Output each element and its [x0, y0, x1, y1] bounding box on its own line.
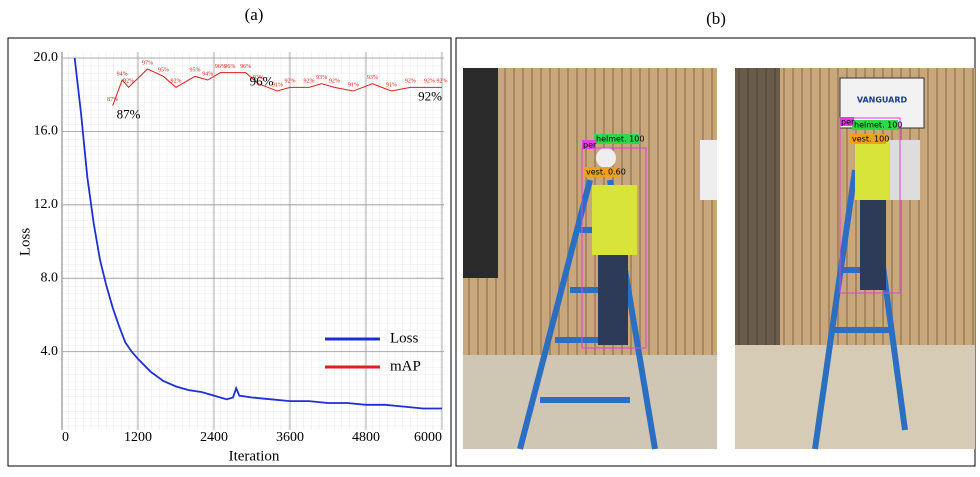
legend-label: Loss [390, 330, 419, 346]
label-bg [584, 167, 620, 177]
window [463, 68, 498, 278]
corner [735, 68, 780, 368]
data-label: 95% [158, 68, 169, 74]
data-label: 92% [424, 79, 435, 85]
person [592, 185, 637, 255]
series-line [112, 68, 442, 106]
x-tick-label: 2400 [200, 430, 228, 445]
data-label: 92% [405, 79, 416, 85]
x-tick-label: 0 [62, 430, 69, 445]
sign-text: VANGUARD [857, 96, 908, 105]
detection-label: helmet. 100 [596, 135, 644, 144]
label-bg [850, 134, 886, 144]
data-label: 92% [437, 79, 448, 85]
data-label: 94% [202, 71, 213, 77]
detection-label: vest. 100 [852, 135, 889, 144]
annotation: 92% [418, 88, 442, 103]
data-label: 93% [253, 75, 264, 81]
data-label: 87% [107, 97, 118, 103]
window [700, 140, 717, 200]
data-label: 95% [190, 68, 201, 74]
x-tick-label: 6000 [414, 430, 442, 445]
person [598, 255, 628, 345]
annotation: 96% [250, 74, 274, 89]
panel-frame [7, 37, 452, 467]
ladder [812, 169, 908, 450]
data-label: 97% [142, 60, 153, 66]
detection-label: vest. 0.60 [586, 168, 626, 177]
x-tick-label: 4800 [352, 430, 380, 445]
data-label: 93% [367, 75, 378, 81]
plot [61, 52, 444, 430]
data-label: 93% [316, 75, 327, 81]
photo: VANGUARD helmet. 100 per vest. 100 [735, 68, 975, 450]
label-bg [594, 134, 640, 144]
helmet [596, 148, 616, 168]
data-label: 96% [215, 64, 226, 70]
panel-label: (b) [706, 9, 726, 28]
panel-label: (a) [245, 5, 264, 24]
data-label: 92% [329, 79, 340, 85]
y-axis-label: Loss [17, 228, 33, 257]
data-label: 96% [240, 64, 251, 70]
person [855, 140, 890, 200]
data-label: 96% [224, 64, 235, 70]
label-bg [852, 120, 898, 130]
label-bg [582, 140, 596, 149]
photo: helmet. 100 per vest. 0.60 [463, 68, 717, 450]
floor [735, 345, 975, 449]
x-axis-label: Iteration [229, 448, 280, 464]
person [860, 200, 886, 290]
data-label: 92% [304, 79, 315, 85]
legend-label: mAP [390, 358, 421, 374]
minor-grid [62, 52, 444, 430]
x-tick-label: 3600 [276, 430, 304, 445]
y-tick-label: 12.0 [34, 197, 59, 212]
detection-box [839, 117, 901, 294]
data-label: 92% [285, 79, 296, 85]
data-label: 91% [386, 82, 397, 88]
detection-label: helmet. 100 [854, 121, 902, 130]
data-label: 92% [171, 79, 182, 85]
data-label: 94% [117, 71, 128, 77]
y-tick-label: 20.0 [34, 50, 59, 65]
y-tick-label: 8.0 [41, 270, 59, 285]
detection-box [581, 147, 647, 349]
data-label: 91% [272, 82, 283, 88]
data-label: 92% [123, 79, 134, 85]
detection-label: per [841, 118, 855, 127]
annotation: 87% [117, 107, 141, 122]
detection-label: per [583, 141, 597, 150]
x-tick-label: 1200 [124, 430, 152, 445]
y-tick-label: 16.0 [34, 124, 59, 139]
label-bg [840, 117, 854, 126]
data-label: 91% [348, 82, 359, 88]
series-line [73, 57, 442, 410]
y-tick-label: 4.0 [41, 344, 59, 359]
ladder [517, 179, 658, 450]
